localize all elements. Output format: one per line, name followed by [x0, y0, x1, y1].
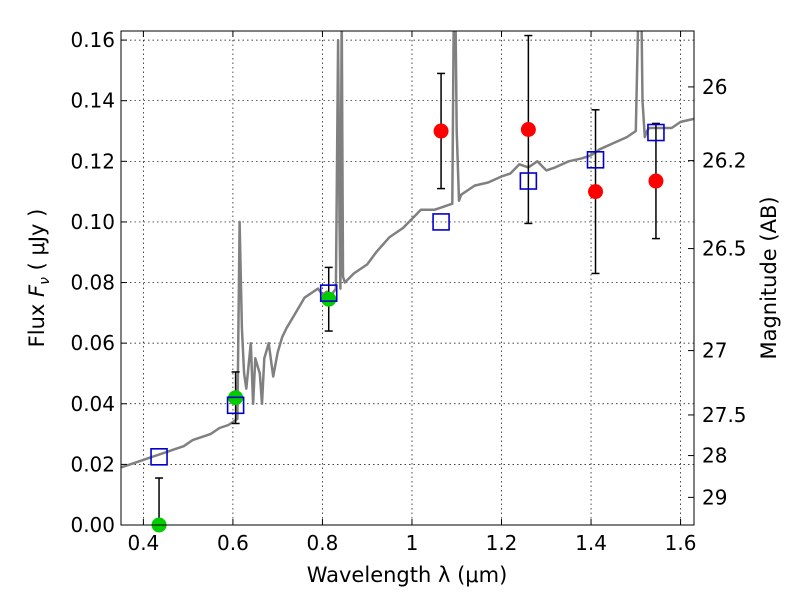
tick-labels: 0.4 0.6 0.8 1 1.2 1.4 1.6 0.00 0.02 0.04 0.06 0.08 0… [70, 28, 746, 555]
x-tick-label: 0.4 [127, 531, 159, 555]
x-axis-title: Wavelength λ (μm) [307, 563, 508, 587]
y2-tick-label: 26 [702, 75, 727, 99]
model-square [432, 213, 450, 231]
x-tick-label: 1.6 [665, 531, 697, 555]
data-point [520, 121, 536, 137]
y2-tick-label: 26.2 [702, 149, 747, 173]
x-tick-label: 0.8 [307, 531, 339, 555]
y-axis-title-symbol: F [25, 284, 49, 297]
plot-data [121, 31, 694, 469]
y-tick-label: 0.16 [70, 28, 115, 52]
data-point [433, 123, 449, 139]
x-tick-label: 1.4 [575, 531, 607, 555]
y-axis-title-prefix: Flux [25, 297, 49, 347]
y-tick-label: 0.10 [70, 210, 115, 234]
data-point [321, 291, 337, 307]
model-sed-line [121, 31, 694, 469]
model-square [647, 123, 665, 142]
data-markers [150, 121, 665, 533]
y-tick-label: 0.14 [70, 89, 115, 113]
model-square [319, 284, 338, 302]
y2-axis-title: Magnitude (AB) [757, 196, 781, 359]
model-square [586, 151, 605, 169]
y-axis-title-subscript: ν [37, 277, 53, 285]
plot-frame [120, 30, 695, 526]
x-tick-label: 1 [406, 531, 419, 555]
y-tick-label: 0.06 [70, 331, 115, 355]
error-bars [155, 34, 660, 526]
grid-lines [121, 31, 694, 526]
y-tick-label: 0.02 [70, 452, 115, 476]
axis-ticks [121, 31, 694, 526]
model-square [226, 396, 245, 415]
y-tick-label: 0.12 [70, 149, 115, 173]
y-axis-title: Flux Fν ( μJy ) [25, 209, 53, 348]
model-square [150, 448, 168, 466]
y-axis-title-suffix: ( μJy ) [25, 209, 49, 277]
data-point [648, 173, 664, 189]
y-tick-label: 0.04 [70, 392, 115, 416]
y2-tick-label: 27 [702, 339, 727, 363]
y-tick-label: 0.08 [70, 271, 115, 295]
y2-tick-label: 28 [702, 444, 727, 468]
y2-tick-label: 27.5 [702, 403, 747, 427]
x-tick-label: 0.6 [217, 531, 249, 555]
model-square [519, 172, 538, 190]
y-tick-label: 0.00 [70, 513, 115, 537]
y2-tick-label: 29 [702, 485, 727, 509]
data-point [588, 184, 604, 200]
y2-tick-label: 26.5 [702, 237, 747, 261]
x-tick-label: 1.2 [486, 531, 518, 555]
